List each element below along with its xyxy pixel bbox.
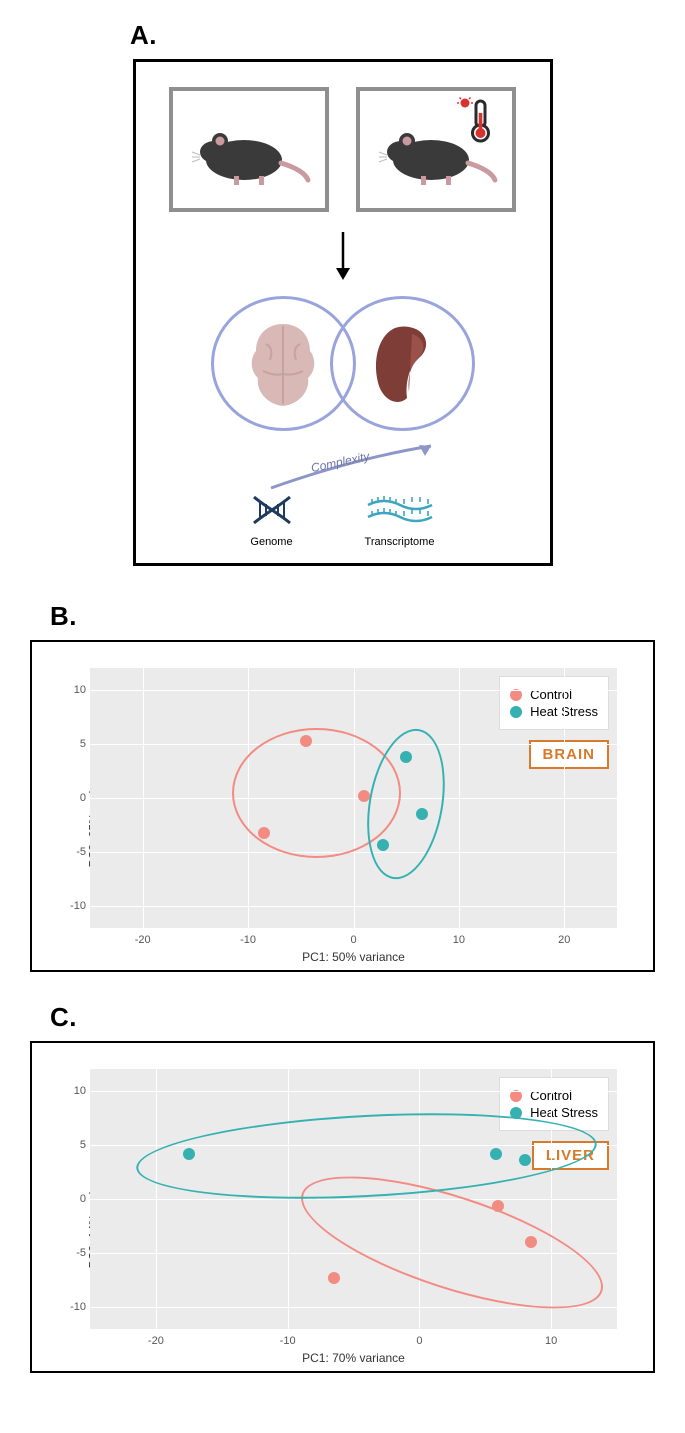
panel-b-xtick: -20 — [135, 934, 151, 946]
panel-c-xtick: -20 — [148, 1335, 164, 1347]
panel-b-point-control — [358, 790, 370, 802]
panel-c-point-heat_stress — [183, 1148, 195, 1160]
panel-c-ytick: 10 — [62, 1085, 86, 1097]
panel-c-xtick: -10 — [280, 1335, 296, 1347]
panel-b-ytick: 10 — [62, 684, 86, 696]
panel-c-ytick: 5 — [62, 1139, 86, 1151]
panel-c-point-heat_stress — [519, 1154, 531, 1166]
conditions-row — [156, 87, 530, 212]
panel-b-xaxis-title: PC1: 50% variance — [90, 950, 617, 964]
panel-b-xtick: 0 — [350, 934, 356, 946]
panel-b-ytick: -10 — [62, 900, 86, 912]
panel-b-xtick: 20 — [558, 934, 570, 946]
omic-genome: Genome — [250, 493, 294, 548]
brain-icon — [238, 316, 328, 411]
panel-b-label: B. — [50, 601, 655, 632]
panel-b-ytick: 5 — [62, 738, 86, 750]
legend-dot-icon — [510, 706, 522, 718]
dna-icon — [250, 493, 294, 527]
thermometer-icon — [456, 97, 490, 148]
transcriptome-label: Transcriptome — [364, 536, 436, 548]
panel-a-infographic: Complexity Genome — [133, 59, 553, 566]
rna-icon — [364, 493, 436, 527]
panel-c-ytick: -5 — [62, 1247, 86, 1259]
panel-b-ytick: 0 — [62, 792, 86, 804]
panel-b-xtick: -10 — [240, 934, 256, 946]
panel-b-plot-area: ControlHeat Stress BRAIN -20-1001020-10-… — [90, 668, 617, 928]
venn-liver — [330, 296, 475, 431]
panel-b-point-control — [258, 827, 270, 839]
genome-label: Genome — [250, 536, 294, 548]
panel-c-plot-area: ControlHeat Stress LIVER -20-10010-10-50… — [90, 1069, 617, 1329]
panel-c-xtick: 10 — [545, 1335, 557, 1347]
condition-heat — [356, 87, 516, 212]
panel-c-point-heat_stress — [490, 1148, 502, 1160]
condition-control — [169, 87, 329, 212]
panel-b-xtick: 10 — [453, 934, 465, 946]
panel-c-point-control — [525, 1236, 537, 1248]
panel-b-legend: ControlHeat Stress — [499, 676, 609, 730]
panel-c-xaxis-title: PC1: 70% variance — [90, 1351, 617, 1365]
panel-c-label: C. — [50, 1002, 655, 1033]
complexity-arrow: Complexity — [156, 438, 530, 493]
panel-b-point-heat_stress — [377, 839, 389, 851]
panel-c-point-control — [328, 1272, 340, 1284]
panel-c-ytick: 0 — [62, 1193, 86, 1205]
complexity-label: Complexity — [309, 449, 371, 475]
panel-b-point-heat_stress — [400, 751, 412, 763]
panel-b-ytick: -5 — [62, 846, 86, 858]
legend-label: Heat Stress — [530, 1105, 598, 1120]
panel-b-point-control — [300, 735, 312, 747]
panel-b-pca: PC2: 25% variance ControlHeat Stress BRA… — [30, 640, 655, 972]
venn-diagram — [156, 296, 530, 436]
panel-c-point-control — [492, 1200, 504, 1212]
omics-row: Genome Transcriptome — [156, 493, 530, 548]
panel-a-label: A. — [130, 20, 655, 51]
omic-transcriptome: Transcriptome — [364, 493, 436, 548]
panel-b-legend-item: Heat Stress — [510, 704, 598, 719]
panel-c-ytick: -10 — [62, 1301, 86, 1313]
panel-c-pca: PC2: 14% variance ControlHeat Stress LIV… — [30, 1041, 655, 1373]
panel-c-xtick: 0 — [416, 1335, 422, 1347]
panel-b-point-heat_stress — [416, 808, 428, 820]
liver-icon — [357, 316, 447, 411]
down-arrow-icon — [156, 232, 530, 284]
mouse-icon — [184, 110, 314, 190]
